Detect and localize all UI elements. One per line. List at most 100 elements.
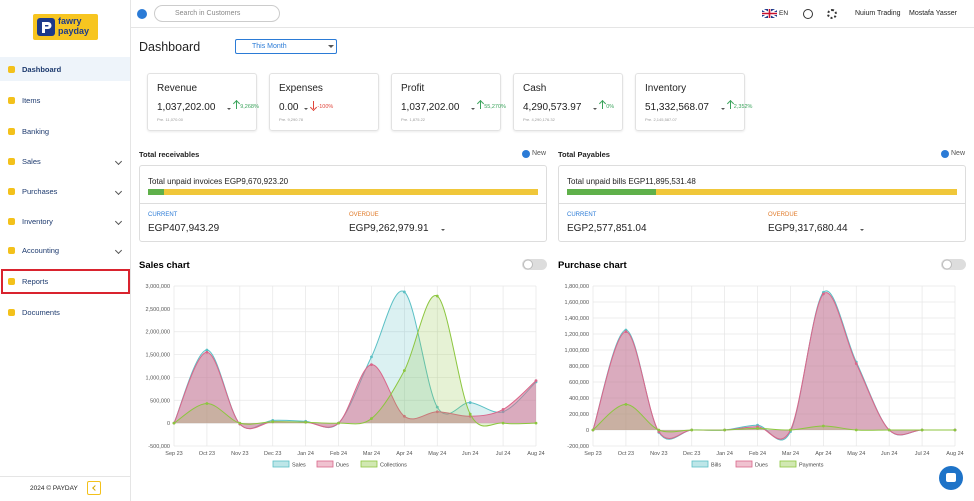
kpi-card[interactable]: Profit1,037,202.0055,270%Pre. 1,875.22 xyxy=(391,73,501,131)
card-change: 9,268% xyxy=(240,104,259,110)
card-change: 2,352% xyxy=(734,104,753,110)
card-value: 0.00 xyxy=(279,102,298,113)
nav-item[interactable]: Banking xyxy=(0,119,131,143)
search-placeholder: Search in Customers xyxy=(175,10,240,17)
card-prev: Pre. 9,290.78 xyxy=(279,117,303,122)
nav-item[interactable]: Reports xyxy=(0,269,131,293)
y-tick-label: 1,800,000 xyxy=(565,284,589,290)
nav-item[interactable]: Sales xyxy=(0,149,131,173)
card-title: Profit xyxy=(401,83,424,94)
point xyxy=(657,429,660,432)
point xyxy=(206,402,209,405)
x-tick-label: Jun 24 xyxy=(881,451,898,457)
legend-swatch[interactable] xyxy=(736,461,752,467)
kpi-card[interactable]: Cash4,290,573.970%Pre. 4,290,176.32 xyxy=(513,73,623,131)
card-title: Revenue xyxy=(157,83,197,94)
y-tick-label: 200,000 xyxy=(569,412,589,418)
legend-label: Sales xyxy=(292,463,306,469)
point xyxy=(173,422,176,425)
nav-item[interactable]: Purchases xyxy=(0,179,131,203)
chevron xyxy=(115,217,122,224)
settings-icon[interactable] xyxy=(827,9,837,19)
card-value: 51,332,568.07 xyxy=(645,102,709,113)
legend-swatch[interactable] xyxy=(780,461,796,467)
legend-swatch[interactable] xyxy=(692,461,708,467)
value-caret xyxy=(227,108,231,112)
nav-icon xyxy=(8,66,15,73)
x-tick-label: Aug 24 xyxy=(946,451,963,457)
legend-label: Payments xyxy=(799,463,824,469)
legend-swatch[interactable] xyxy=(317,461,333,467)
trend-head xyxy=(599,100,606,107)
card-title: Inventory xyxy=(645,83,686,94)
y-tick-label: 1,000,000 xyxy=(565,348,589,354)
new-icon[interactable] xyxy=(941,150,949,158)
language[interactable]: EN xyxy=(779,10,788,17)
toggle-knob[interactable] xyxy=(943,260,952,269)
nav-item[interactable]: Dashboard xyxy=(0,57,131,81)
toggle-knob[interactable] xyxy=(524,260,533,269)
new-link[interactable]: New xyxy=(532,150,546,157)
help-icon[interactable] xyxy=(803,9,813,19)
card-value: 1,037,202.00 xyxy=(157,102,215,113)
x-tick-label: Aug 24 xyxy=(527,451,544,457)
search-box[interactable]: Search in Customers xyxy=(154,5,280,22)
point xyxy=(690,429,693,432)
new-link[interactable]: New xyxy=(951,150,965,157)
nav-item[interactable]: Documents xyxy=(0,300,131,324)
y-tick-label: 1,200,000 xyxy=(565,332,589,338)
kpi-card[interactable]: Revenue1,037,202.009,268%Pre. 11,070.00 xyxy=(147,73,257,131)
period-select[interactable]: This Month xyxy=(235,39,337,54)
kpi-card[interactable]: Expenses0.00-100%Pre. 9,290.78 xyxy=(269,73,379,131)
current-amount: EGP407,943.29 xyxy=(148,223,219,234)
chart-title: Sales chart xyxy=(139,260,191,271)
chevron xyxy=(115,157,122,164)
divider xyxy=(140,203,546,204)
kpi-card[interactable]: Inventory51,332,568.072,352%Pre. 2,145,5… xyxy=(635,73,745,131)
trend-head xyxy=(477,100,484,107)
point xyxy=(436,295,439,298)
logo[interactable]: fawry payday xyxy=(33,14,98,40)
user[interactable]: Mostafa Yasser xyxy=(909,10,957,17)
legend-label: Dues xyxy=(336,463,349,469)
nav-label: Inventory xyxy=(22,217,53,226)
overdue-label: OVERDUE xyxy=(768,212,798,218)
point xyxy=(535,379,538,382)
point xyxy=(502,422,505,425)
x-tick-label: May 24 xyxy=(847,451,865,457)
nav-item[interactable]: Inventory xyxy=(0,209,131,233)
nav-icon xyxy=(8,97,15,104)
legend-label: Dues xyxy=(755,463,768,469)
x-tick-label: Jan 24 xyxy=(297,451,314,457)
collapse-button[interactable] xyxy=(87,481,101,495)
x-tick-label: May 24 xyxy=(428,451,446,457)
nav-item[interactable]: Accounting xyxy=(0,238,131,262)
point xyxy=(271,420,274,423)
y-tick-label: 2,000,000 xyxy=(146,330,170,336)
x-tick-label: Nov 23 xyxy=(231,451,248,457)
x-tick-label: Oct 23 xyxy=(199,451,215,457)
x-tick-label: Jun 24 xyxy=(462,451,479,457)
add-button[interactable] xyxy=(137,9,147,19)
point xyxy=(502,408,505,411)
new-icon[interactable] xyxy=(522,150,530,158)
card-change: -100% xyxy=(317,104,333,110)
point xyxy=(370,417,373,420)
card-change: 55,270% xyxy=(484,104,506,110)
point xyxy=(403,369,406,372)
chat-button[interactable] xyxy=(939,466,963,490)
point xyxy=(921,429,924,432)
legend-swatch[interactable] xyxy=(361,461,377,467)
legend-swatch[interactable] xyxy=(273,461,289,467)
sidebar: fawry payday Dashboard Items Banking Sales P… xyxy=(0,0,131,501)
card-title: Cash xyxy=(523,83,546,94)
x-tick-label: Sep 23 xyxy=(584,451,601,457)
chart-title: Purchase chart xyxy=(558,260,627,271)
x-tick-label: Dec 23 xyxy=(683,451,700,457)
x-tick-label: Oct 23 xyxy=(618,451,634,457)
nav-item[interactable]: Items xyxy=(0,88,131,112)
trend-head xyxy=(727,100,734,107)
summary-box: Total unpaid bills EGP11,895,531.48CURRE… xyxy=(558,165,966,242)
x-tick-label: Jan 24 xyxy=(716,451,733,457)
flag xyxy=(762,9,777,18)
